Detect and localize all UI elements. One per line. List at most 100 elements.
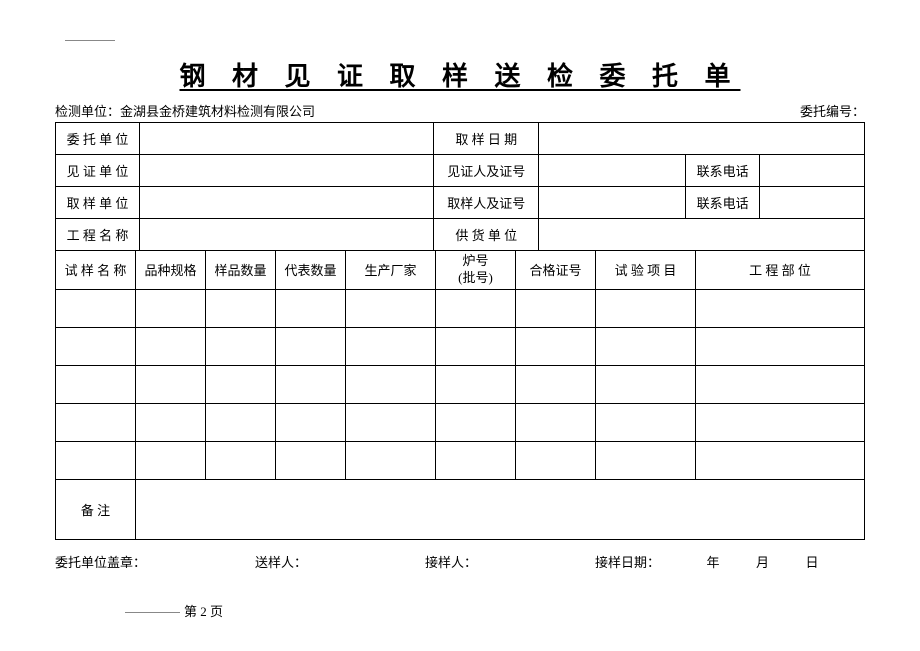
- col-furnace-no-l1: 炉号: [462, 253, 488, 268]
- cell[interactable]: [276, 365, 346, 403]
- col-sample-name: 试 样 名 称: [56, 251, 136, 289]
- cell[interactable]: [346, 327, 436, 365]
- col-represent-qty: 代表数量: [276, 251, 346, 289]
- cell[interactable]: [206, 403, 276, 441]
- data-row: [56, 327, 865, 365]
- label-sampling-unit: 取 样 单 位: [56, 187, 140, 219]
- value-sampler-phone[interactable]: [759, 187, 864, 219]
- data-row: [56, 365, 865, 403]
- label-sample-date: 取 样 日 期: [434, 123, 539, 155]
- cell[interactable]: [596, 403, 696, 441]
- footer-date-label: 接样日期：: [595, 555, 660, 570]
- col-furnace-no: 炉号 (批号): [436, 251, 516, 289]
- document-title: 钢 材 见 证 取 样 送 检 委 托 单: [55, 56, 865, 93]
- footer-day: 日: [806, 555, 819, 570]
- cell[interactable]: [276, 289, 346, 327]
- remark-value[interactable]: [136, 479, 865, 539]
- col-spec: 品种规格: [136, 251, 206, 289]
- cell[interactable]: [436, 327, 516, 365]
- value-sampler[interactable]: [539, 187, 686, 219]
- value-sampling-unit[interactable]: [140, 187, 434, 219]
- col-project-part: 工 程 部 位: [696, 251, 865, 289]
- value-witness-phone[interactable]: [759, 155, 864, 187]
- cell[interactable]: [436, 403, 516, 441]
- cell[interactable]: [696, 289, 865, 327]
- cell[interactable]: [136, 365, 206, 403]
- page-text: 第 2 页: [184, 604, 223, 619]
- cell[interactable]: [56, 441, 136, 479]
- commission-number: 委托编号：: [800, 101, 865, 120]
- cell[interactable]: [276, 441, 346, 479]
- cell[interactable]: [436, 365, 516, 403]
- inspection-unit-label: 检测单位：: [55, 104, 120, 119]
- cell[interactable]: [56, 289, 136, 327]
- inspection-unit-value: 金湖县金桥建筑材料检测有限公司: [120, 104, 315, 119]
- cell[interactable]: [346, 289, 436, 327]
- label-commission-unit: 委 托 单 位: [56, 123, 140, 155]
- cell[interactable]: [696, 327, 865, 365]
- cell[interactable]: [56, 365, 136, 403]
- cell[interactable]: [516, 403, 596, 441]
- cell[interactable]: [136, 289, 206, 327]
- label-witness-person: 见证人及证号: [434, 155, 539, 187]
- cell[interactable]: [516, 327, 596, 365]
- footer-date: 接样日期： 年 月 日: [595, 552, 819, 571]
- cell[interactable]: [696, 403, 865, 441]
- value-commission-unit[interactable]: [140, 123, 434, 155]
- commission-no-label: 委托编号：: [800, 104, 865, 119]
- col-furnace-no-l2: (批号): [458, 270, 493, 285]
- cell[interactable]: [56, 327, 136, 365]
- cell[interactable]: [596, 289, 696, 327]
- cell[interactable]: [206, 441, 276, 479]
- footer-month: 月: [756, 555, 769, 570]
- sample-data-table: 试 样 名 称 品种规格 样品数量 代表数量 生产厂家 炉号(批号) 合格证号 …: [55, 251, 865, 540]
- label-witness-phone: 联系电话: [686, 155, 760, 187]
- cell[interactable]: [346, 365, 436, 403]
- value-witness-person[interactable]: [539, 155, 686, 187]
- cell[interactable]: [276, 327, 346, 365]
- cell[interactable]: [596, 441, 696, 479]
- label-supplier: 供 货 单 位: [434, 219, 539, 251]
- cell[interactable]: [136, 403, 206, 441]
- cell[interactable]: [346, 441, 436, 479]
- cell[interactable]: [136, 327, 206, 365]
- page-number: 第 2 页: [125, 601, 865, 620]
- cell[interactable]: [56, 403, 136, 441]
- header-row: 检测单位：金湖县金桥建筑材料检测有限公司 委托编号：: [55, 101, 865, 120]
- data-row: [56, 289, 865, 327]
- cell[interactable]: [516, 441, 596, 479]
- value-witness-unit[interactable]: [140, 155, 434, 187]
- cell[interactable]: [206, 365, 276, 403]
- remark-label: 备 注: [56, 479, 136, 539]
- cell[interactable]: [206, 327, 276, 365]
- cell[interactable]: [596, 365, 696, 403]
- remark-row: 备 注: [56, 479, 865, 539]
- info-table: 委 托 单 位 取 样 日 期 见 证 单 位 见证人及证号 联系电话 取 样 …: [55, 122, 865, 251]
- label-sampler-phone: 联系电话: [686, 187, 760, 219]
- label-witness-unit: 见 证 单 位: [56, 155, 140, 187]
- value-project-name[interactable]: [140, 219, 434, 251]
- cell[interactable]: [276, 403, 346, 441]
- footer-stamp: 委托单位盖章：: [55, 552, 255, 571]
- inspection-unit: 检测单位：金湖县金桥建筑材料检测有限公司: [55, 101, 315, 120]
- col-test-item: 试 验 项 目: [596, 251, 696, 289]
- cell[interactable]: [206, 289, 276, 327]
- cell[interactable]: [346, 403, 436, 441]
- value-supplier[interactable]: [539, 219, 865, 251]
- footer-row: 委托单位盖章： 送样人： 接样人： 接样日期： 年 月 日: [55, 552, 865, 571]
- cell[interactable]: [696, 365, 865, 403]
- data-row: [56, 441, 865, 479]
- cell[interactable]: [696, 441, 865, 479]
- cell[interactable]: [136, 441, 206, 479]
- cell[interactable]: [516, 365, 596, 403]
- footer-sender: 送样人：: [255, 552, 425, 571]
- value-sample-date[interactable]: [539, 123, 865, 155]
- cell[interactable]: [436, 441, 516, 479]
- col-sample-qty: 样品数量: [206, 251, 276, 289]
- col-cert-no: 合格证号: [516, 251, 596, 289]
- label-project-name: 工 程 名 称: [56, 219, 140, 251]
- cell[interactable]: [516, 289, 596, 327]
- cell[interactable]: [596, 327, 696, 365]
- cell[interactable]: [436, 289, 516, 327]
- label-sampler: 取样人及证号: [434, 187, 539, 219]
